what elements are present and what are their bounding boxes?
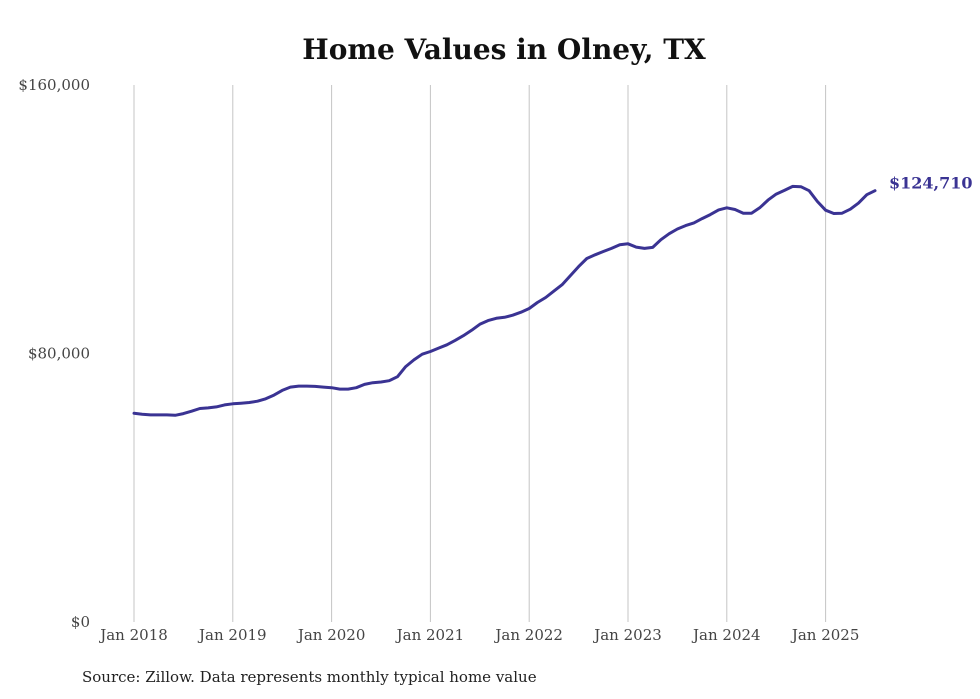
series-line-0: [132, 184, 877, 417]
y-tick-label: $160,000: [18, 76, 90, 94]
chart-title: Home Values in Olney, TX: [302, 33, 706, 66]
x-tick-label: Jan 2023: [592, 626, 662, 644]
grid-lines: [133, 85, 827, 622]
x-tick-label: Jan 2024: [691, 626, 761, 644]
x-tick-label: Jan 2022: [493, 626, 563, 644]
x-tick-label: Jan 2025: [790, 626, 860, 644]
x-tick-label: Jan 2018: [98, 626, 168, 644]
series-layer: [132, 184, 877, 417]
x-tick-label: Jan 2020: [296, 626, 366, 644]
source-note: Source: Zillow. Data represents monthly …: [82, 668, 537, 686]
x-axis-tick-labels: Jan 2018 Jan 2019 Jan 2020 Jan 2021 Jan 2022…: [98, 626, 859, 644]
x-tick-label: Jan 2021: [395, 626, 465, 644]
x-tick-label: Jan 2019: [197, 626, 267, 644]
end-value-label: $124,710: [889, 174, 973, 193]
y-axis-tick-labels: $0 $80,000 $160,000: [18, 76, 90, 631]
y-tick-label: $80,000: [28, 345, 90, 363]
y-tick-label: $0: [71, 613, 90, 631]
